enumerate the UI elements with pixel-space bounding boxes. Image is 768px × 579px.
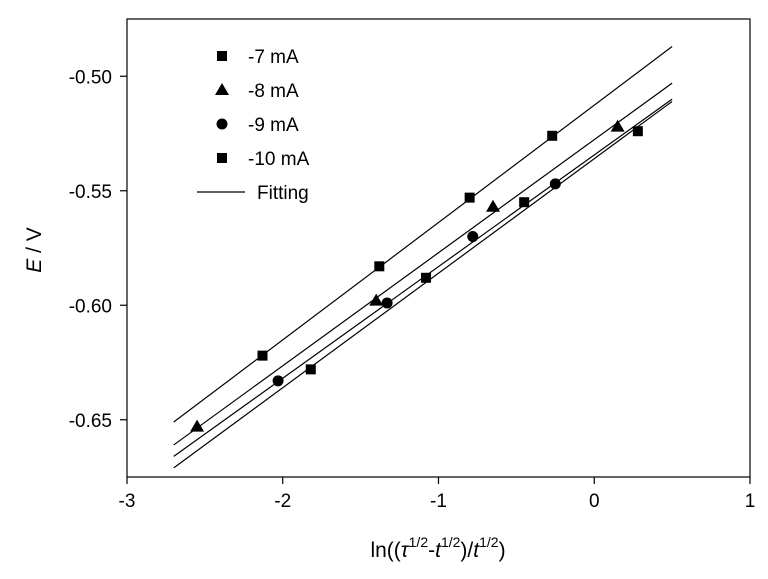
point-7-ma bbox=[547, 130, 558, 141]
data-markers bbox=[190, 119, 643, 432]
point-8-ma bbox=[369, 293, 384, 306]
y-axis-title: E / V bbox=[23, 227, 46, 273]
point-9-ma bbox=[272, 375, 284, 387]
y-tick-label: -0.50 bbox=[69, 67, 112, 88]
legend-marker-8-ma bbox=[215, 83, 229, 95]
legend-label-8-ma: -8 mA bbox=[248, 81, 299, 102]
y-tick-label: -0.65 bbox=[69, 411, 112, 432]
y-axis: -0.65 -0.60 -0.55 -0.50 bbox=[69, 67, 127, 432]
x-tick-label: 1 bbox=[745, 491, 756, 512]
x-tick-label: -2 bbox=[274, 491, 291, 512]
fit-line-10-ma bbox=[173, 100, 673, 469]
point-9-ma bbox=[549, 178, 561, 190]
point-7-ma bbox=[257, 350, 268, 361]
fit-line-8-ma bbox=[173, 82, 673, 446]
point-10-ma bbox=[519, 197, 530, 208]
legend-label-7-ma: -7 mA bbox=[248, 47, 299, 68]
x-title-exp2: 1/2 bbox=[441, 534, 461, 550]
legend-marker-7-ma bbox=[217, 51, 227, 61]
fit-lines bbox=[173, 46, 673, 469]
point-9-ma bbox=[467, 231, 479, 243]
x-title-exp1: 1/2 bbox=[409, 534, 429, 550]
legend-label-9-ma: -9 mA bbox=[248, 115, 299, 136]
x-title-prefix: ln(( bbox=[370, 539, 400, 562]
y-tick-label: -0.60 bbox=[69, 296, 112, 317]
x-tick-label: -3 bbox=[119, 491, 136, 512]
point-10-ma bbox=[421, 272, 432, 283]
y-axis-title-symbol: E bbox=[23, 258, 46, 273]
legend-marker-9-ma bbox=[216, 118, 228, 130]
x-title-tau: τ bbox=[401, 539, 410, 562]
point-7-ma bbox=[374, 261, 385, 272]
legend-label-fitting: Fitting bbox=[257, 183, 309, 204]
point-8-ma bbox=[486, 199, 501, 212]
x-title-dash: - bbox=[428, 539, 435, 562]
legend-label-10-ma: -10 mA bbox=[248, 149, 310, 170]
legend-marker-10-ma bbox=[217, 153, 227, 163]
point-7-ma bbox=[464, 192, 475, 203]
point-8-ma bbox=[610, 119, 625, 132]
y-axis-title-unit: / V bbox=[23, 227, 46, 259]
point-10-ma bbox=[632, 126, 643, 137]
x-title-suffix: ) bbox=[499, 539, 506, 562]
x-title-t1: t bbox=[435, 539, 442, 562]
x-tick-label: -1 bbox=[430, 491, 447, 512]
x-axis: -3 -2 -1 0 1 bbox=[119, 477, 756, 512]
fit-line-7-ma bbox=[173, 46, 673, 423]
point-8-ma bbox=[190, 419, 205, 432]
x-title-exp3: 1/2 bbox=[479, 534, 499, 550]
y-tick-label: -0.55 bbox=[69, 182, 112, 203]
x-title-mid: )/ bbox=[460, 539, 473, 562]
x-axis-title: ln((τ1/2-t1/2)/t1/2) bbox=[370, 534, 505, 562]
x-tick-label: 0 bbox=[589, 491, 600, 512]
legend: -7 mA -8 mA -9 mA -10 mA Fitting bbox=[197, 47, 310, 204]
point-9-ma bbox=[381, 297, 393, 309]
point-10-ma bbox=[305, 364, 316, 375]
x-title-t2: t bbox=[473, 539, 480, 562]
